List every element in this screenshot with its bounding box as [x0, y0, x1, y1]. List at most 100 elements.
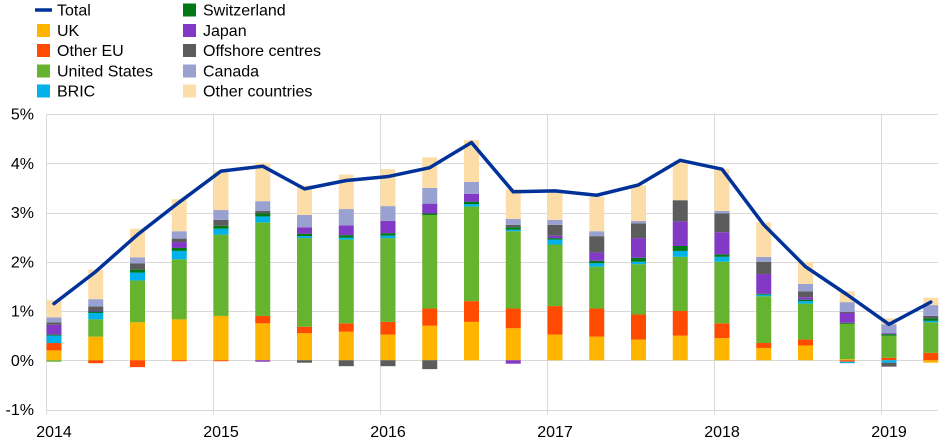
bar-offshore-centres-2016q4 [505, 224, 521, 228]
bar-canada-2014q4 [171, 231, 187, 239]
bar-switzerland-2016q4 [505, 227, 521, 230]
bar-switzerland-2018q3 [798, 299, 813, 302]
bar-united-states-2018q2 [756, 296, 772, 344]
bar-uk-2014q4 [171, 319, 187, 361]
legend-swatch-united-states [37, 64, 50, 78]
legend-item-united-states: United States [37, 64, 153, 81]
bar-canada-2019q1 [881, 324, 897, 334]
bar-japan-2019q1 [881, 333, 897, 335]
bar-other-eu-2014q2 [88, 360, 104, 364]
bar-switzerland-2018q1 [714, 254, 730, 257]
bar-united-states-2018q4 [839, 323, 855, 360]
bar-uk-2018q3 [798, 345, 813, 361]
bar-switzerland-2015q1 [213, 225, 229, 229]
bar-canada-2015q3 [297, 214, 312, 228]
bar-uk-2015q1 [213, 315, 229, 361]
bar-switzerland-2017q4 [672, 245, 688, 251]
bar-uk-2017q4 [672, 335, 688, 361]
bar-united-states-2017q2 [589, 266, 605, 309]
bar-switzerland-2018q4 [839, 322, 855, 324]
bar-other-countries-2015q1 [213, 170, 229, 211]
x-axis-tick-labels: 2014 2015 2016 2017 2018 2019 [36, 424, 907, 441]
bar-uk-2017q3 [631, 339, 646, 361]
bar-other-eu-2014q3 [130, 360, 145, 368]
bar-offshore-centres-2014q3 [130, 263, 145, 270]
bar-other-eu-2015q4 [338, 323, 354, 332]
bar-japan-2017q4 [672, 221, 688, 246]
bar-other-eu-2016q1 [380, 321, 396, 335]
bar-other-eu-2017q4 [672, 311, 688, 336]
bar-japan-2017q3 [631, 238, 646, 258]
bar-uk-2016q1 [380, 334, 396, 361]
legend-item-uk: UK [37, 23, 80, 40]
bar-other-eu-2014q1 [46, 343, 62, 351]
bar-offshore-centres-2019q2 [923, 315, 939, 319]
bar-switzerland-2014q1 [46, 334, 62, 336]
bar-uk-2015q2 [255, 323, 271, 361]
bar-switzerland-2014q2 [88, 311, 104, 313]
bar-united-states-2015q4 [338, 239, 354, 324]
bar-offshore-centres-2017q2 [589, 236, 605, 253]
bar-united-states-2014q2 [88, 319, 104, 337]
bar-other-eu-2018q4 [839, 360, 855, 362]
bar-united-states-2017q4 [672, 256, 688, 311]
bar-offshore-centres-2014q4 [171, 238, 187, 243]
bar-canada-2014q2 [88, 299, 104, 307]
bar-united-states-2014q1 [46, 360, 62, 362]
bar-bric-2014q3 [130, 272, 145, 281]
bar-japan-2014q1 [46, 324, 62, 335]
bar-other-countries-2015q3 [297, 185, 312, 215]
bar-offshore-centres-2017q1 [547, 224, 563, 236]
bar-canada-2015q2 [255, 201, 271, 212]
bar-united-states-2015q2 [255, 222, 271, 316]
x-tick-label: 2015 [203, 424, 239, 441]
legend-swatch-other-eu [37, 44, 50, 57]
bar-japan-2014q4 [171, 242, 187, 248]
bar-offshore-centres-2017q4 [672, 200, 688, 222]
bar-japan-2015q4 [338, 225, 354, 236]
legend-swatch-japan [183, 24, 196, 37]
bar-other-eu-2018q1 [714, 323, 730, 339]
bar-switzerland-2014q3 [130, 269, 145, 273]
y-tick-label: 0% [11, 353, 34, 370]
bar-other-countries-2015q2 [255, 162, 271, 202]
bar-uk-2018q2 [756, 347, 772, 361]
bar-other-eu-2017q2 [589, 308, 605, 337]
legend-label-total: Total [57, 3, 91, 20]
bar-canada-2016q1 [380, 206, 396, 221]
bar-uk-2016q4 [505, 328, 521, 361]
bar-other-countries-2014q2 [88, 269, 104, 300]
bar-canada-2014q3 [130, 257, 145, 264]
y-axis-tick-labels: -1% 0% 1% 2% 3% 4% 5% [6, 107, 34, 420]
legend-item-offshore-centres: Offshore centres [183, 43, 321, 60]
bar-offshore-centres-2016q1 [380, 360, 396, 367]
bar-uk-2018q1 [714, 338, 730, 361]
bar-other-countries-2016q2 [422, 157, 438, 188]
bar-offshore-centres-2017q3 [631, 223, 646, 239]
legend-swatch-other-countries [183, 84, 196, 98]
bar-japan-2018q4 [839, 312, 855, 323]
bar-canada-2018q4 [839, 302, 855, 312]
x-tick-label: 2018 [704, 424, 740, 441]
bar-uk-2019q2 [923, 360, 939, 363]
bar-offshore-centres-2015q1 [213, 219, 229, 226]
bar-canada-2019q2 [923, 305, 939, 316]
bar-united-states-2016q4 [505, 231, 521, 309]
bar-bric-2018q2 [756, 294, 772, 297]
bar-canada-2018q3 [798, 283, 813, 292]
bar-offshore-centres-2015q4 [338, 360, 354, 367]
bar-bric-2016q4 [505, 229, 521, 232]
bar-switzerland-2017q2 [589, 260, 605, 264]
bar-other-eu-2017q1 [547, 306, 563, 335]
bar-bric-2017q2 [589, 263, 605, 267]
bar-offshore-centres-2015q3 [297, 360, 312, 363]
bar-united-states-2017q3 [631, 264, 646, 315]
bar-united-states-2015q3 [297, 238, 312, 327]
legend-label-japan: Japan [203, 23, 247, 40]
bar-japan-2017q2 [589, 252, 605, 261]
bar-canada-2016q3 [464, 181, 479, 194]
bar-offshore-centres-2016q2 [422, 360, 438, 370]
bar-uk-2018q4 [839, 359, 855, 361]
bar-bric-2016q3 [464, 204, 479, 207]
